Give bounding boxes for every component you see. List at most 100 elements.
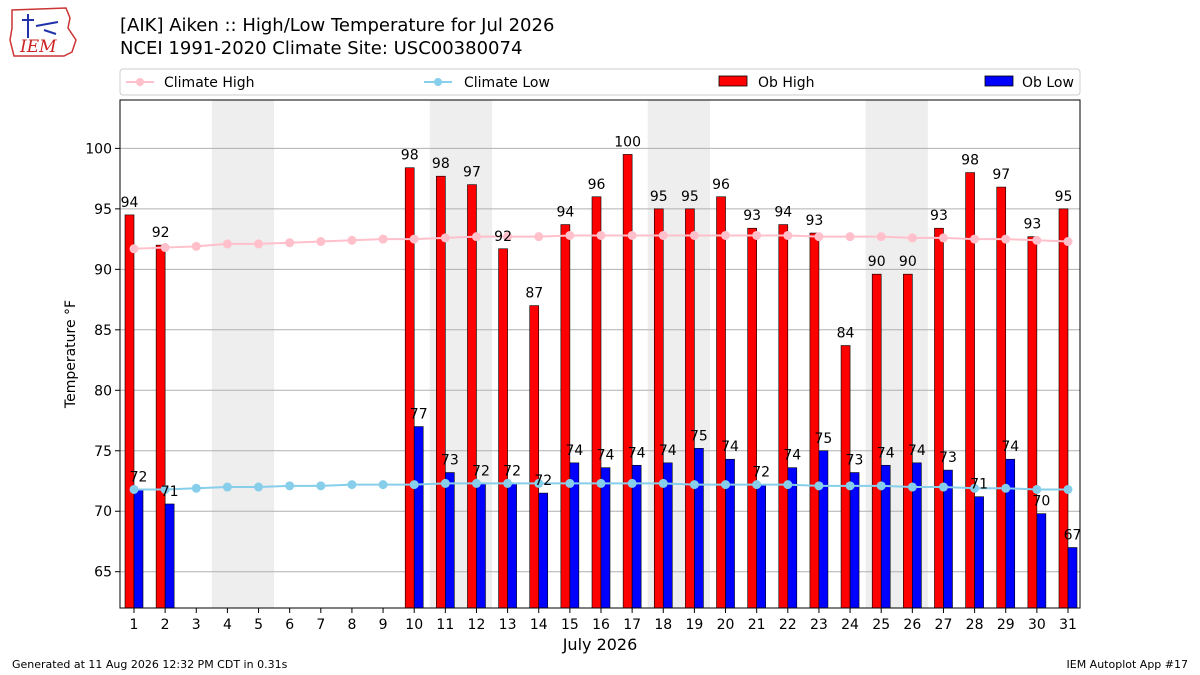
x-tick-label: 24 [841,617,859,633]
ob-high-bar [529,305,540,609]
ob-high-label: 98 [401,148,419,164]
ob-high-bar [903,273,913,609]
x-tick-label: 14 [530,617,548,633]
weekend-shade-band [211,100,275,608]
y-tick-label: 70 [94,504,112,520]
ob-high-bar [498,248,508,609]
ob-high-bar [934,227,944,609]
climate-low-point [160,484,170,494]
ob-low-label: 72 [752,465,770,481]
climate-high-point [814,232,824,242]
climate-low-point [1063,484,1073,494]
legend: Climate High Climate Low Ob High Ob Low [119,68,1081,96]
legend-ob-low-swatch [984,75,1014,87]
climate-low-point [752,480,762,490]
ob-high-label: 100 [614,134,641,150]
climate-low-point [1032,484,1042,494]
ob-low-bar [694,448,704,609]
ob-high-bar [155,244,166,609]
ob-high-label: 95 [1055,189,1073,205]
x-tick-label: 19 [685,617,703,633]
ob-low-label: 74 [597,448,615,464]
ob-low-bar [600,467,611,609]
ob-low-label: 75 [815,431,833,447]
ob-high-bar [716,196,726,609]
ob-high-bar [591,196,602,609]
footer-app: IEM Autoplot App #17 [1067,658,1189,671]
climate-high-point [596,230,606,240]
ob-high-bar [996,186,1007,609]
ob-high-label: 92 [494,229,512,245]
x-tick-label: 30 [1028,617,1046,633]
ob-high-label: 93 [930,208,948,224]
ob-high-bar [1027,236,1038,609]
x-tick-label: 1 [130,617,139,633]
climate-high-point [503,232,513,242]
ob-low-bar [538,492,549,609]
climate-high-point [752,230,762,240]
climate-high-point [254,239,264,249]
x-tick-label: 17 [623,617,641,633]
ob-high-label: 84 [837,326,855,342]
climate-low-point [721,480,731,490]
climate-low-point [409,480,419,490]
climate-high-point [1032,235,1042,245]
y-tick-label: 65 [94,565,112,581]
plot-frame [119,99,1081,609]
iem-logo: IEM [9,7,77,57]
x-tick-label: 7 [316,617,325,633]
ob-low-label: 74 [628,445,646,461]
ob-low-bar [445,472,455,609]
y-tick-label: 100 [85,141,112,157]
climate-low-point [129,484,139,494]
climate-low-point [316,481,326,491]
climate-low-point [503,478,513,488]
climate-low-point [471,478,481,488]
ob-high-bar [622,154,633,609]
ob-low-label: 74 [783,448,801,464]
climate-high-point [129,244,139,254]
climate-high-point [565,230,575,240]
x-tick-label: 20 [717,617,735,633]
ob-high-label: 98 [432,156,450,172]
ob-high-bar [560,224,571,609]
climate-high-point [658,230,668,240]
ob-low-label: 72 [472,463,490,479]
legend-climate-low-marker [434,78,442,86]
climate-low-point [938,482,948,492]
ob-high-label: 98 [961,153,979,169]
climate-low-point [783,480,793,490]
ob-low-label: 71 [161,484,179,500]
climate-low-point [222,482,232,492]
x-axis-title: July 2026 [562,635,638,654]
ob-high-label: 96 [588,177,606,193]
ob-high-bar [467,184,477,609]
x-tick-label: 3 [192,617,201,633]
ob-low-label: 73 [846,453,864,469]
ob-high-bar [747,227,757,609]
ob-high-label: 93 [743,208,761,224]
x-tick-label: 28 [966,617,984,633]
climate-high-point [440,233,450,243]
ob-high-label: 87 [525,286,543,302]
climate-low-point [845,481,855,491]
climate-high-point [907,233,917,243]
ob-low-label: 71 [970,477,988,493]
logo-text: IEM [19,37,57,57]
bars [124,154,1078,609]
x-tick-label: 10 [405,617,423,633]
legend-climate-high-marker [136,78,144,86]
y-tick-label: 75 [94,444,112,460]
ob-low-bar [1036,513,1047,609]
ob-low-label: 70 [1032,494,1050,510]
ob-low-label: 73 [441,453,459,469]
bar-value-labels: 94 72 92 71 98 77 98 73 97 72 92 72 87 72 94 74 96 74 100 7… [121,134,1082,543]
legend-box [119,68,1081,96]
ob-high-bar [840,345,851,609]
ob-high-label: 94 [556,205,574,221]
x-tick-label: 4 [223,617,232,633]
ob-low-label: 74 [721,439,739,455]
y-tick-label: 90 [94,262,112,278]
ob-low-bar [818,450,829,609]
ob-high-label: 95 [681,189,699,205]
